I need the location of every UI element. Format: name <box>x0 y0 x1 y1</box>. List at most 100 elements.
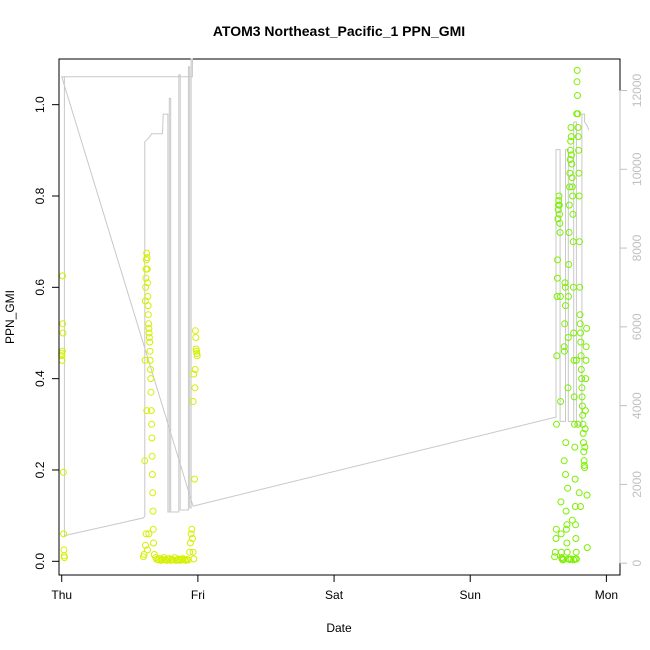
data-point <box>147 366 154 373</box>
data-point <box>144 311 152 319</box>
data-point <box>563 521 571 529</box>
data-point <box>142 530 150 538</box>
x-tick-label: Mon <box>595 588 618 602</box>
data-point <box>572 521 580 529</box>
data-point <box>561 320 569 328</box>
y-axis-label: PPN_GMI <box>3 290 17 344</box>
data-point <box>578 384 586 392</box>
data-point <box>574 124 582 131</box>
data-point <box>149 489 157 497</box>
data-point <box>557 530 565 538</box>
data-point <box>583 544 591 552</box>
data-point <box>570 356 578 364</box>
data-point <box>567 124 575 131</box>
data-point <box>566 146 574 154</box>
data-point <box>555 197 563 205</box>
data-point <box>582 375 590 383</box>
data-point <box>568 516 576 524</box>
depth-line <box>61 58 590 537</box>
data-point <box>566 156 574 163</box>
data-point <box>146 356 154 364</box>
y2-tick-label: 12000 <box>630 74 644 108</box>
data-point <box>556 229 564 236</box>
x-tick-label: Sun <box>460 588 481 602</box>
data-point <box>159 556 166 563</box>
data-point <box>146 338 154 346</box>
y2-tick-label: 0 <box>630 560 644 567</box>
y2-tick-label: 2000 <box>630 471 644 498</box>
data-point <box>147 375 155 383</box>
data-point <box>556 219 564 227</box>
x-tick-label: Fri <box>191 588 205 602</box>
y-tick-label: 0.2 <box>33 461 47 478</box>
data-point <box>189 398 197 405</box>
data-point <box>187 530 195 538</box>
x-tick-label: Thu <box>51 588 72 602</box>
data-point <box>565 293 572 300</box>
data-point <box>561 279 569 287</box>
data-point <box>143 265 151 273</box>
data-point <box>567 133 575 141</box>
data-point <box>189 548 197 556</box>
data-point <box>574 92 581 99</box>
data-point <box>142 274 150 282</box>
data-point <box>59 329 67 337</box>
data-point <box>575 192 583 200</box>
data-point <box>562 302 569 310</box>
data-point <box>574 420 582 428</box>
data-point <box>59 468 67 476</box>
data-point <box>575 146 583 154</box>
data-point <box>560 457 568 465</box>
data-point <box>567 137 575 145</box>
data-point <box>190 370 198 378</box>
data-point <box>577 329 584 337</box>
depth-line-path <box>61 58 590 537</box>
data-point <box>561 283 569 291</box>
data-point <box>581 464 589 472</box>
data-point <box>149 507 157 515</box>
y-tick-label: 0.8 <box>33 187 47 204</box>
data-point <box>555 192 563 200</box>
data-point <box>186 539 194 547</box>
data-point <box>573 66 581 74</box>
data-point <box>565 201 573 209</box>
y-tick-label: 0.0 <box>33 553 47 570</box>
data-point <box>575 238 583 246</box>
data-point <box>565 229 573 236</box>
data-point <box>566 183 574 191</box>
data-point <box>147 407 155 415</box>
data-point <box>570 393 578 401</box>
data-point <box>143 254 151 262</box>
data-point <box>576 311 584 319</box>
data-point <box>562 471 569 478</box>
data-point <box>144 293 152 300</box>
data-point <box>563 539 571 547</box>
data-point <box>572 548 580 556</box>
data-point <box>562 507 570 515</box>
data-point <box>149 525 157 533</box>
data-point <box>560 347 568 355</box>
data-point <box>144 279 151 287</box>
data-point <box>564 384 572 392</box>
data-point <box>140 551 148 558</box>
data-point <box>552 525 560 533</box>
data-point <box>554 215 562 223</box>
data-point <box>564 484 572 492</box>
data-point <box>577 352 585 360</box>
x-axis: Thu Fri Sat Sun Mon <box>51 574 618 602</box>
data-point <box>570 329 578 337</box>
data-point <box>580 448 588 456</box>
data-point <box>143 407 151 415</box>
data-point <box>572 356 580 364</box>
data-point <box>581 443 589 451</box>
data-point <box>577 366 585 373</box>
data-point <box>191 366 199 373</box>
data-point <box>145 530 153 538</box>
data-point <box>579 429 587 437</box>
data-point <box>188 525 196 533</box>
data-point <box>576 283 584 291</box>
data-point <box>583 491 591 499</box>
data-point <box>571 443 579 451</box>
data-point <box>145 334 153 341</box>
data-point <box>191 327 199 335</box>
